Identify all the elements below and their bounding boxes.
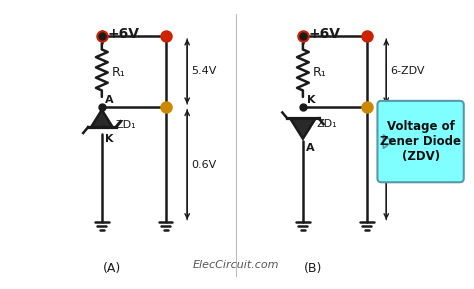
Text: K: K — [307, 95, 315, 105]
Polygon shape — [91, 110, 113, 127]
Text: R₁: R₁ — [112, 66, 126, 79]
Polygon shape — [290, 118, 316, 139]
Text: +6V: +6V — [108, 27, 140, 41]
Text: 5.4V: 5.4V — [191, 66, 217, 76]
Text: ZD₁: ZD₁ — [317, 119, 337, 129]
Text: 0.6V: 0.6V — [191, 160, 216, 170]
Text: (A): (A) — [102, 262, 121, 275]
Text: Voltage of
Zener Diode
(ZDV): Voltage of Zener Diode (ZDV) — [380, 120, 461, 163]
FancyBboxPatch shape — [377, 101, 464, 182]
Text: 6-ZDV: 6-ZDV — [390, 66, 425, 76]
Polygon shape — [383, 135, 392, 149]
Text: A: A — [306, 143, 314, 153]
Text: A: A — [105, 95, 113, 105]
Text: K: K — [105, 134, 113, 144]
Text: ElecCircuit.com: ElecCircuit.com — [193, 260, 280, 270]
Text: +6V: +6V — [309, 27, 341, 41]
Text: R₁: R₁ — [313, 66, 327, 79]
Text: ZD₁: ZD₁ — [116, 120, 136, 129]
Text: (B): (B) — [303, 262, 322, 275]
